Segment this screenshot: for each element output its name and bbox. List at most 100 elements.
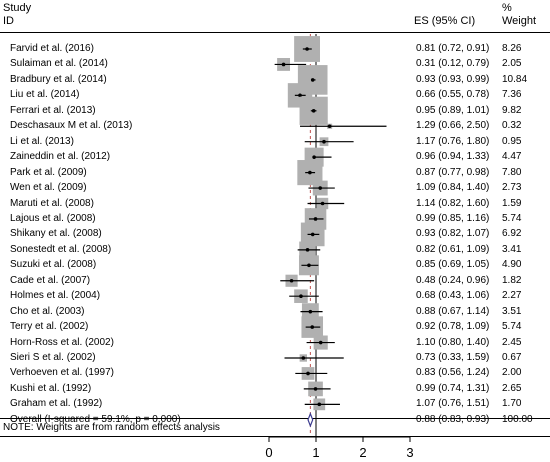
study-id-label: Horn-Ross et al. (2002) [10,336,114,348]
point-estimate [308,309,313,314]
overall-weight-label: 100.00 [502,413,533,425]
weight-label: 3.41 [502,243,522,255]
point-estimate [305,47,309,51]
weight-label: 7.80 [502,166,522,178]
effect-size-label: 0.85 (0.69, 1.05) [416,259,490,271]
weight-label: 2.27 [502,290,522,302]
weight-label: 4.90 [502,259,522,271]
point-estimate [313,217,318,221]
study-id-label: Holmes et al. (2004) [10,290,101,302]
effect-size-label: 0.93 (0.93, 0.99) [416,73,490,85]
x-tick-label: 3 [406,445,413,460]
point-estimate [318,186,323,190]
weight-label: 2.73 [502,182,522,194]
effect-size-label: 0.73 (0.33, 1.59) [416,352,490,363]
weight-label: 6.92 [502,228,522,240]
effect-size-label: 0.95 (0.89, 1.01) [416,104,490,116]
weight-label: 2.45 [502,336,522,348]
effect-size-label: 0.31 (0.12, 0.79) [416,58,490,70]
study-id-label: Li et al. (2013) [10,135,74,147]
study-header: Study [3,2,32,14]
id-header: ID [3,15,14,27]
study-id-label: Zaineddin et al. (2012) [10,151,111,163]
weight-label: 4.47 [502,151,522,163]
effect-size-label: 0.99 (0.85, 1.16) [416,212,490,224]
point-estimate [301,356,306,360]
weight-label: 8.26 [502,43,522,54]
weight-label: 2.05 [502,58,522,70]
point-estimate [308,170,312,175]
overall-label: Overall (I-squared = 59.1%, p = 0.000) [10,413,181,425]
x-tick-label: 0 [265,445,272,460]
weight-label: 1.70 [502,398,522,410]
point-estimate [322,139,326,144]
point-estimate [289,278,294,283]
effect-size-label: 1.14 (0.82, 1.60) [416,197,490,209]
point-estimate [318,340,323,345]
study-id-label: Verhoeven et al. (1997) [10,367,114,379]
point-estimate [307,263,311,268]
study-id-label: Farvid et al. (2016) [10,43,94,54]
effect-size-label: 0.66 (0.55, 0.78) [416,89,490,101]
effect-size-label: 0.82 (0.61, 1.09) [416,243,490,255]
effect-size-label: 0.83 (0.56, 1.24) [416,367,490,379]
study-id-label: Wen et al. (2009) [10,182,87,194]
overall-diamond [307,412,314,428]
study-id-label: Park et al. (2009) [10,166,87,178]
weight-label: 9.82 [502,104,522,116]
effect-size-label: 0.87 (0.77, 0.98) [416,166,490,178]
study-id-label: Sulaiman et al. (2014) [10,58,108,70]
effect-size-label: 1.07 (0.76, 1.51) [416,398,490,410]
weight-header: Weight [502,15,537,27]
effect-size-label: 1.09 (0.84, 1.40) [416,182,490,194]
effect-size-label: 0.96 (0.94, 1.33) [416,151,490,163]
weights-note: NOTE: Weights are from random effects an… [3,422,220,433]
point-estimate [327,124,332,129]
study-id-label: Maruti et al. (2008) [10,197,94,209]
point-estimate [298,93,302,98]
study-id-label: Sieri S et al. (2002) [10,352,96,363]
study-id-label: Kushi et al. (1992) [10,382,92,394]
study-id-label: Cade et al. (2007) [10,274,91,286]
overall-effect-size-label: 0.88 (0.83, 0.93) [416,413,490,425]
study-id-label: Terry et al. (2002) [10,321,89,333]
effect-size-label: 1.17 (0.76, 1.80) [416,135,490,147]
point-estimate [311,109,316,113]
point-estimate [310,232,315,237]
study-id-label: Deschasaux M et al. (2013) [10,120,133,132]
weight-label: 10.84 [502,73,528,85]
weight-label: 5.74 [502,321,522,333]
effect-size-label: 0.93 (0.82, 1.07) [416,228,490,240]
study-id-label: Ferrari et al. (2013) [10,104,96,116]
weight-label: 0.67 [502,352,522,363]
header-rule [0,32,550,33]
weight-label: 1.82 [502,274,522,286]
weight-label: 0.95 [502,135,522,147]
effect-size-label: 0.48 (0.24, 0.96) [416,274,490,286]
x-tick-label: 2 [359,445,366,460]
point-estimate [317,402,322,407]
weight-label: 2.65 [502,382,522,394]
effect-size-label: 0.88 (0.67, 1.14) [416,305,490,317]
footer-rule-top [0,418,550,419]
effect-size-label: 0.99 (0.74, 1.31) [416,382,490,394]
point-estimate [299,294,303,299]
weight-label: 3.51 [502,305,522,317]
study-id-label: Suzuki et al. (2008) [10,259,97,271]
effect-size-label: 0.68 (0.43, 1.06) [416,290,490,302]
study-id-label: Bradbury et al. (2014) [10,73,107,85]
point-estimate [306,371,310,376]
weight-label: 7.36 [502,89,522,101]
point-estimate [305,248,310,252]
effect-size-label: 0.92 (0.78, 1.09) [416,321,490,333]
effect-size-label: 1.29 (0.66, 2.50) [416,120,490,132]
weight-label: 2.00 [502,367,522,379]
point-estimate [312,155,316,159]
weight-label: 1.59 [502,197,522,209]
weight-label: 0.32 [502,120,522,132]
effect-size-label: 1.10 (0.80, 1.40) [416,336,490,348]
effect-size-label: 0.81 (0.72, 0.91) [416,43,490,54]
point-estimate [310,78,315,82]
point-estimate [310,325,315,329]
